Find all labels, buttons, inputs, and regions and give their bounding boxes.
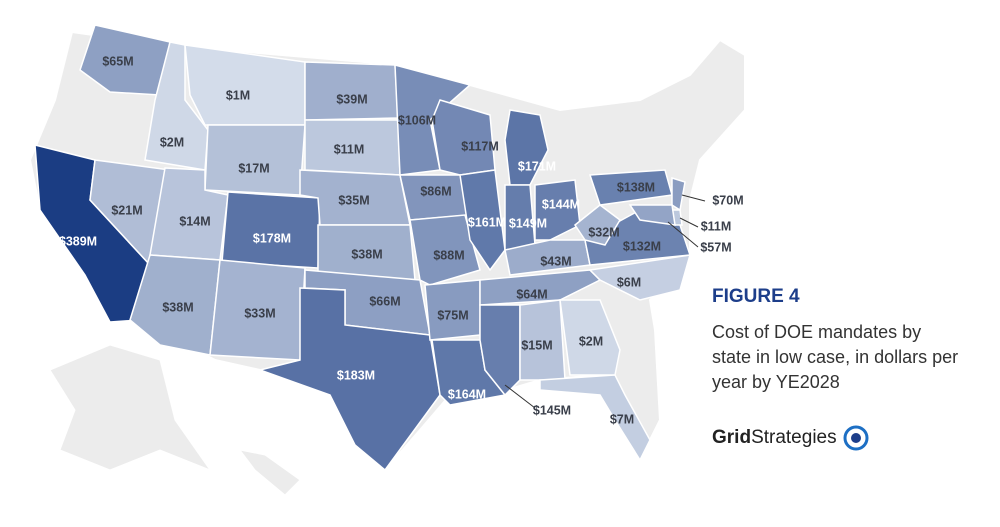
value-label: $178M xyxy=(253,231,291,245)
value-label: $144M xyxy=(542,197,580,211)
value-label: $2M xyxy=(160,135,184,149)
state xyxy=(221,191,321,269)
value-label: $38M xyxy=(351,247,382,261)
value-label: $161M xyxy=(468,215,506,229)
value-label: $11M xyxy=(334,142,365,156)
state xyxy=(459,169,506,272)
value-label: $183M xyxy=(337,368,375,382)
value-label: $6M xyxy=(617,275,641,289)
state xyxy=(573,204,621,246)
value-label: $21M xyxy=(111,203,142,217)
value-label: $7M xyxy=(610,412,634,426)
state xyxy=(394,64,472,176)
value-label: $2M xyxy=(579,334,603,348)
value-label: $75M xyxy=(437,308,468,322)
value-label: $35M xyxy=(338,193,369,207)
value-label: $57M xyxy=(700,240,731,254)
value-label: $145M xyxy=(533,403,571,417)
logo-icon xyxy=(843,425,869,451)
leader-line xyxy=(667,221,699,248)
state xyxy=(588,254,692,301)
value-label: $88M xyxy=(433,248,464,262)
value-label: $43M xyxy=(540,254,571,268)
subtitle: Cost of DOE mandates by state in low cas… xyxy=(712,322,959,392)
state xyxy=(409,214,481,286)
figure-label: FIGURE 4 xyxy=(712,286,800,307)
leader-line xyxy=(679,217,699,228)
value-label: $1M xyxy=(226,88,250,102)
value-label: $65M xyxy=(102,54,133,68)
state xyxy=(628,204,676,226)
value-label: $64M xyxy=(516,287,547,301)
state xyxy=(479,269,602,306)
value-label: $106M xyxy=(398,113,436,127)
value-label: $32M xyxy=(588,225,619,239)
state xyxy=(204,124,306,196)
hawaii xyxy=(238,449,301,496)
state xyxy=(257,287,441,472)
logo: GridStrategies xyxy=(712,425,869,451)
value-label: $171M xyxy=(518,159,556,173)
value-label: $15M xyxy=(521,338,552,352)
state xyxy=(534,179,581,241)
value-label: $86M xyxy=(420,184,451,198)
state xyxy=(539,374,651,462)
alaska xyxy=(49,344,212,472)
value-label: $117M xyxy=(461,139,499,153)
value-label: $39M xyxy=(336,92,367,106)
state xyxy=(304,61,399,121)
value-label: $70M xyxy=(712,193,743,207)
value-label: $17M xyxy=(238,161,269,175)
value-label: $38M xyxy=(162,300,193,314)
value-label: $389M xyxy=(59,234,97,248)
value-label: $14M xyxy=(179,214,210,228)
value-label: $33M xyxy=(244,306,275,320)
logo-grid: Grid xyxy=(712,427,752,448)
logo-strategies: Strategies xyxy=(751,427,837,448)
state xyxy=(559,299,621,376)
leader-line xyxy=(504,384,536,409)
state xyxy=(129,254,221,356)
state xyxy=(79,24,171,96)
value-label: $132M xyxy=(623,239,661,253)
value-label: $164M xyxy=(448,387,486,401)
value-label: $149M xyxy=(509,216,547,230)
value-label: $66M xyxy=(369,294,400,308)
leader-line xyxy=(681,194,706,202)
value-label: $138M xyxy=(617,180,655,194)
value-label: $11M xyxy=(701,219,732,233)
